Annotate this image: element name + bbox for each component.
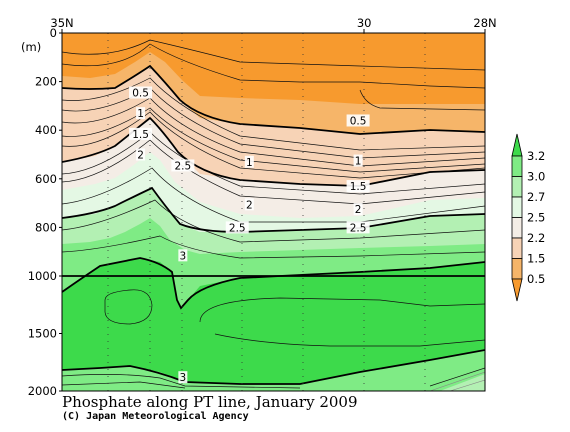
colorbar-tick-label: 1.5 xyxy=(527,252,545,266)
contour-label-bg xyxy=(171,159,195,172)
contour-label-bg xyxy=(178,249,188,262)
contour-label: 2 xyxy=(246,199,253,211)
y-tick-label: 0 xyxy=(50,26,57,40)
y-tick-label: 1000 xyxy=(28,269,57,283)
contour-label: 2.5 xyxy=(229,222,246,234)
contour-label: 1 xyxy=(137,108,144,120)
contour-lines-thin xyxy=(62,39,485,389)
contour-label-bg xyxy=(178,371,188,384)
bottom-diagonal-lines xyxy=(429,371,485,391)
y-unit-label: (m) xyxy=(21,40,41,54)
y-tick-label: 1500 xyxy=(28,327,57,341)
colorbar-tick-label: 2.2 xyxy=(527,231,545,245)
contour-label-bg xyxy=(244,155,254,168)
contour-label-bg xyxy=(346,114,370,127)
x-tick-label: 30 xyxy=(357,16,372,30)
contour-label: 0.5 xyxy=(350,115,367,127)
contour-label-bg xyxy=(136,148,146,161)
contour-label-bg xyxy=(353,203,363,216)
contour-label: 2.5 xyxy=(350,222,367,234)
colorbar: 3.2 3.0 2.7 2.5 2.2 1.5 0.5 xyxy=(511,133,545,302)
contour-label-bg xyxy=(244,198,254,211)
colorbar-swatch xyxy=(511,155,523,177)
contour-label: 2 xyxy=(355,204,362,216)
contour-label-bg xyxy=(346,221,370,234)
band-green-2.7-deep xyxy=(440,374,485,391)
colorbar-top-arrow xyxy=(511,133,523,157)
contour-label-bg xyxy=(129,127,153,140)
y-tick-label: 600 xyxy=(35,172,57,186)
x-tick-labels: 35N 30 28N xyxy=(50,16,496,30)
y-tick-label: 400 xyxy=(35,123,57,137)
y-tick-labels: 0 200 400 600 800 1000 1500 2000 xyxy=(28,26,62,398)
contour-label: 3 xyxy=(180,372,187,384)
colorbar-tick-label: 2.5 xyxy=(527,211,545,225)
colorbar-swatch xyxy=(511,258,523,280)
contour-label: 2.5 xyxy=(175,160,192,172)
colorbar-tick-label: 0.5 xyxy=(527,272,545,286)
contour-label: 0.5 xyxy=(132,88,149,100)
contour-label-bg xyxy=(346,180,370,193)
contour-label: 1 xyxy=(355,156,362,168)
colorbar-tick-label: 2.7 xyxy=(527,190,545,204)
contour-label: 1.5 xyxy=(132,129,149,141)
colorbar-tick-label: 3.2 xyxy=(527,149,545,163)
contour-label: 3 xyxy=(180,250,187,262)
colorbar-bottom-arrow xyxy=(511,278,523,302)
plot-frame xyxy=(61,32,486,392)
contour-label: 2 xyxy=(137,150,144,162)
contour-label: 1 xyxy=(246,157,253,169)
contour-label-bg xyxy=(136,107,146,120)
x-tick-label: 28N xyxy=(473,16,496,30)
chart-title: Phosphate along PT line, January 2009 xyxy=(62,393,358,411)
y-tick-label: 2000 xyxy=(28,384,57,398)
band-orange-low xyxy=(62,33,485,104)
colorbar-swatch xyxy=(511,176,523,198)
contour-label-bg xyxy=(225,221,249,234)
contour-label-bg xyxy=(353,154,363,167)
contour-label: 1.5 xyxy=(350,181,367,193)
y-tick-label: 200 xyxy=(35,75,57,89)
colorbar-swatch xyxy=(511,237,523,259)
y-tick-label: 800 xyxy=(35,220,57,234)
x-ticks xyxy=(61,29,486,33)
contour-label-bg xyxy=(129,86,153,99)
contour-labels: 0.511.522.5 122.530.511.522.53 xyxy=(129,86,370,384)
credit-line: (C) Japan Meteorological Agency xyxy=(62,411,249,422)
colorbar-swatch xyxy=(511,196,523,218)
section-fill xyxy=(62,33,485,391)
x-tick-label: 35N xyxy=(50,16,73,30)
contour-lines-thick xyxy=(62,64,485,385)
colorbar-tick-label: 3.0 xyxy=(527,170,545,184)
colorbar-swatch xyxy=(511,217,523,239)
